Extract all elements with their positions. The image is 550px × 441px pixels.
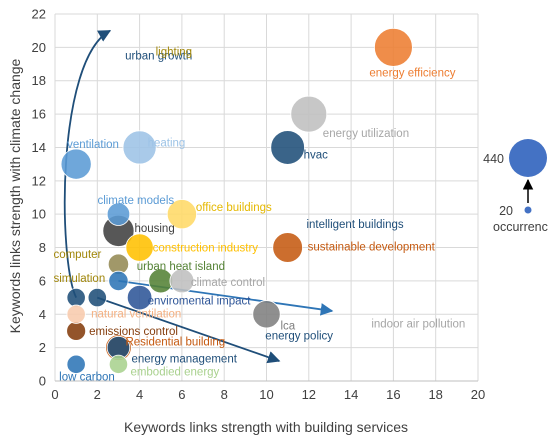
label-climate-control: climate control	[191, 277, 265, 289]
y-tick-label: 4	[39, 307, 46, 322]
x-tick-label: 14	[344, 387, 358, 402]
legend-min-bubble	[524, 206, 532, 214]
label-ventilation: ventilation	[67, 139, 119, 151]
x-tick-label: 20	[471, 387, 485, 402]
y-tick-label: 16	[32, 107, 46, 122]
y-tick-label: 2	[39, 340, 46, 355]
size-legend: 440 20 occurrenc	[483, 139, 548, 234]
x-tick-label: 6	[178, 387, 185, 402]
label-lighting: lighting	[156, 46, 192, 58]
bubble-energy-utilization	[290, 95, 328, 133]
label-construction-industry: construction industry	[153, 243, 259, 255]
y-tick-label: 14	[32, 140, 46, 155]
label-urban-heat-island: urban heat island	[137, 261, 225, 273]
x-tick-label: 18	[428, 387, 442, 402]
x-tick-label: 2	[94, 387, 101, 402]
bubble-embodied-energy	[108, 354, 129, 374]
label-low-carbon: low carbon	[59, 371, 115, 383]
label-sustainable-development: sustainable development	[308, 242, 436, 254]
x-tick-label: 4	[136, 387, 143, 402]
bubble-energy-policy	[87, 287, 107, 308]
x-axis-label: Keywords links strength with building se…	[124, 419, 408, 435]
bubble-heating	[122, 130, 157, 165]
label-residential-building: Residential building	[125, 337, 225, 349]
bubble-low-carbon	[66, 354, 86, 374]
x-tick-label: 16	[386, 387, 400, 402]
bubble-lca	[252, 300, 281, 329]
label-energy-efficiency: energy efficiency	[369, 67, 455, 79]
label-lca: lca	[281, 320, 296, 332]
point-labels: energy efficiency energy utilization hvac h…	[53, 46, 465, 383]
x-tick-label: 0	[51, 387, 58, 402]
bubble-urban-growth	[66, 287, 86, 308]
label-natural-ventilation: natural ventilation	[91, 308, 181, 320]
bubble-construction-industry	[125, 233, 154, 262]
y-tick-label: 18	[32, 73, 46, 88]
x-tick-label: 12	[302, 387, 316, 402]
label-heating: heating	[148, 137, 186, 149]
bubble-climate-control	[169, 268, 195, 294]
x-tick-label: 10	[259, 387, 273, 402]
label-office-buildings: office buildings	[196, 202, 272, 214]
bubble-enviromental-impact	[126, 284, 153, 311]
x-tick-label: 8	[221, 387, 228, 402]
label-housing: housing	[134, 223, 174, 235]
bubble-office-buildings	[166, 199, 197, 230]
data-points	[60, 27, 413, 374]
label-energy-policy: energy policy	[265, 331, 333, 343]
y-tick-label: 0	[39, 374, 46, 389]
legend-max-label: 440	[483, 152, 504, 166]
bubble-intelligent-buildings	[108, 270, 129, 292]
bubble-sustainable-development	[272, 232, 303, 263]
label-emissions-control: emissions control	[89, 326, 178, 338]
y-tick-label: 10	[32, 207, 46, 222]
label-hvac: hvac	[304, 149, 329, 161]
legend-max-bubble	[509, 139, 547, 177]
bubble-climate-models	[106, 202, 131, 226]
label-computer-simulation-2: simulation	[53, 273, 105, 285]
y-tick-label: 12	[32, 173, 46, 188]
bubble-energy-efficiency	[373, 27, 413, 67]
label-intelligent-buildings: intelligent buildings	[306, 219, 403, 231]
axes: 0 2 4 6 8 10 12 14 16 18 20 0 2 4 6 8 10 12 14 16 18 20 22	[32, 7, 486, 403]
y-tick-label: 20	[32, 40, 46, 55]
arrow-energy-policy	[97, 296, 281, 364]
legend-min-label: 20	[499, 204, 513, 218]
label-embodied-energy: embodied energy	[130, 366, 219, 378]
y-tick-label: 22	[32, 7, 46, 22]
bubble-emissions-control	[66, 321, 87, 341]
y-tick-label: 8	[39, 240, 46, 255]
label-climate-models: climate models	[97, 195, 174, 207]
legend-title: occurrenc	[493, 220, 548, 234]
y-tick-label: 6	[39, 273, 46, 288]
label-urban-growth: urban growth	[125, 51, 192, 63]
bubble-ventilation	[60, 148, 92, 180]
label-computer-simulation: computer	[53, 249, 101, 261]
label-indoor-air-pollution: indoor air pollution	[371, 318, 465, 330]
label-energy-utilization: energy utilization	[323, 128, 409, 140]
bubble-hvac	[270, 130, 305, 165]
y-axis-label: Keywords links strength with climate cha…	[7, 58, 23, 333]
label-enviromental-impact: enviromental impact	[148, 296, 252, 308]
label-energy-management: energy management	[131, 354, 237, 366]
bubble-natural-ventilation	[66, 304, 86, 324]
